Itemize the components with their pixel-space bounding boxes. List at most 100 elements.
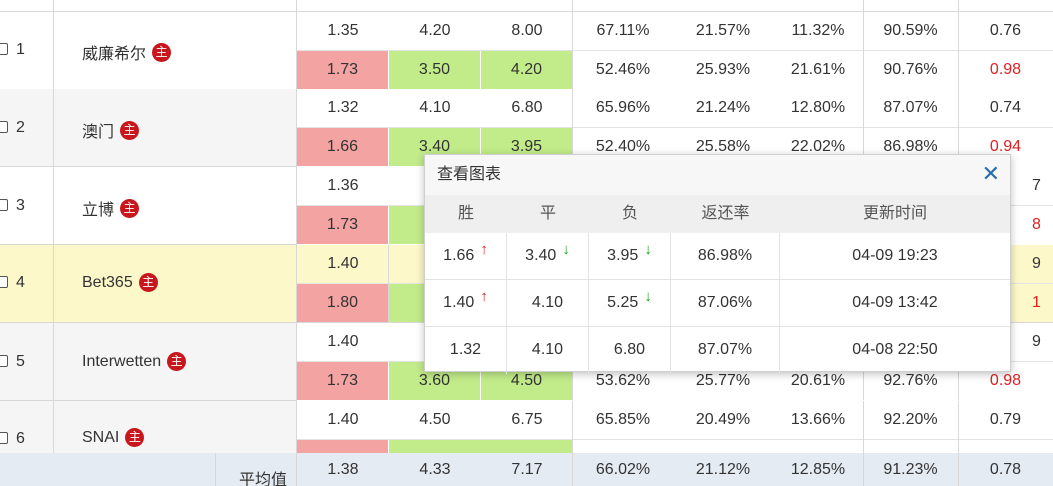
lose-odds: 6.80 [589, 327, 671, 374]
update-time: 04-09 19:23 [852, 247, 938, 264]
live-return: 90.76% [883, 61, 938, 78]
avg-win: 1.38 [327, 461, 359, 478]
open-kelly-partial: 9 [1032, 333, 1041, 350]
live-win: 1.73 [297, 206, 388, 244]
row-checkbox[interactable] [0, 276, 8, 288]
row-number: 3 [16, 197, 25, 214]
return-rate: 87.06% [671, 280, 780, 326]
avg-kelly: 0.78 [989, 461, 1022, 478]
chart-popup: 查看图表 ✕ 胜 平 负 返还率 更新时间 1.66 ↑ 3.40 ↓ 3.95 ↓ … [424, 154, 1011, 374]
live-win: 1.66 [297, 128, 388, 166]
live-draw: 3.50 [389, 51, 480, 89]
open-return: 92.20% [883, 411, 938, 428]
arrow-down-icon: ↓ [644, 241, 652, 258]
table-header: 胜 平 负 返还率 更新时间 [425, 195, 1010, 233]
header-update-time: 更新时间 [862, 205, 927, 222]
row-number: 5 [16, 353, 25, 370]
company-name[interactable]: SNAI 主 [82, 428, 145, 447]
row-checkbox[interactable] [0, 355, 8, 367]
open-win: 1.40 [327, 411, 359, 428]
win-odds: 1.66 [443, 247, 475, 264]
home-badge-icon: 主 [125, 428, 145, 447]
table-row: 1 威廉希尔主 1.35 4.20 8.00 67.11% 21.57% 11.… [0, 12, 1053, 90]
win-odds: 1.40 [443, 294, 475, 311]
live-kelly: 0.94 [989, 138, 1022, 155]
table-row: 1.40 ↑ 4.10 5.25 ↓ 87.06% 04-09 13:42 [425, 280, 1010, 327]
live-kelly: 0.98 [989, 61, 1022, 78]
live-win: 1.73 [297, 51, 388, 89]
avg-lose-rate: 12.85% [790, 461, 846, 478]
row-number: 2 [16, 119, 25, 136]
live-win: 1.73 [297, 362, 388, 400]
avg-win-rate: 66.02% [595, 461, 651, 478]
live-draw [389, 440, 572, 453]
arrow-down-icon: ↓ [562, 241, 570, 258]
row-checkbox[interactable] [0, 121, 8, 133]
open-win: 1.40 [327, 333, 359, 350]
live-win-rate: 53.62% [595, 372, 651, 389]
open-win: 1.32 [327, 99, 359, 116]
table-row: 6 SNAI 主 1.40 4.50 6.75 65.85% 20.49% 13.… [0, 401, 1053, 453]
open-lose-rate: 12.80% [790, 99, 846, 116]
open-win: 1.36 [327, 177, 359, 194]
open-draw: 4.50 [419, 411, 451, 428]
update-time: 04-09 13:42 [852, 294, 938, 311]
open-kelly: 0.74 [989, 99, 1022, 116]
company-name[interactable]: 澳门主 [82, 118, 140, 142]
table-top-strip [0, 0, 1053, 12]
company-name[interactable]: Bet365 主 [82, 273, 158, 292]
arrow-up-icon: ↑ [480, 241, 488, 258]
open-return: 87.07% [883, 99, 938, 116]
avg-return: 91.23% [883, 461, 938, 478]
return-rate: 86.98% [671, 233, 780, 279]
row-checkbox[interactable] [0, 43, 8, 55]
company-name[interactable]: Interwetten 主 [82, 352, 187, 371]
open-draw-rate: 20.49% [695, 411, 751, 428]
open-lose-rate: 11.32% [791, 22, 845, 39]
table-row: 1.32 4.10 6.80 87.07% 04-08 22:50 [425, 327, 1010, 374]
open-kelly-partial: 9 [1032, 255, 1041, 272]
avg-draw: 4.33 [419, 461, 451, 478]
live-lose-rate: 20.61% [790, 372, 846, 389]
company-name[interactable]: 立博主 [82, 196, 140, 220]
live-lose: 4.20 [481, 51, 572, 89]
average-row: 平均值 1.38 4.33 7.17 66.02% 21.12% 12.85% … [0, 453, 1053, 486]
home-badge-icon: 主 [120, 198, 140, 218]
open-lose-rate: 13.66% [790, 411, 846, 428]
lose-odds: 5.25 [607, 294, 639, 311]
draw-odds: 3.40 [525, 247, 557, 264]
live-draw-rate: 25.93% [695, 61, 751, 78]
open-lose: 6.80 [511, 99, 543, 116]
live-lose-rate: 21.61% [790, 61, 846, 78]
row-checkbox[interactable] [0, 199, 8, 211]
header-win: 胜 [457, 205, 474, 222]
popup-title: 查看图表 [437, 166, 502, 183]
open-win: 1.35 [327, 22, 359, 39]
live-draw-rate: 25.77% [695, 372, 751, 389]
live-win: 1.80 [297, 284, 388, 322]
arrow-down-icon: ↓ [644, 288, 652, 305]
home-badge-icon: 主 [152, 42, 172, 62]
close-icon[interactable]: ✕ [981, 161, 1000, 186]
company-name[interactable]: 威廉希尔主 [82, 40, 172, 64]
home-badge-icon: 主 [138, 273, 158, 292]
row-checkbox[interactable] [0, 432, 8, 444]
live-kelly-partial: 1 [1032, 294, 1041, 311]
header-lose: 负 [621, 205, 638, 222]
home-badge-icon: 主 [167, 352, 187, 371]
popup-header: 查看图表 ✕ [425, 155, 1010, 195]
live-draw-rate: 25.58% [695, 138, 751, 155]
live-return: 86.98% [883, 138, 938, 155]
header-return-rate: 返还率 [701, 205, 750, 222]
return-rate: 87.07% [671, 327, 780, 374]
open-win-rate: 67.11% [596, 22, 650, 39]
row-number: 4 [16, 274, 25, 291]
live-win-rate: 52.46% [595, 61, 651, 78]
open-win-rate: 65.96% [595, 99, 651, 116]
row-number: 1 [16, 41, 25, 58]
live-kelly: 0.98 [989, 372, 1022, 389]
live-draw [389, 284, 425, 322]
odds-history-table: 胜 平 负 返还率 更新时间 1.66 ↑ 3.40 ↓ 3.95 ↓ 86.98% … [425, 195, 1010, 374]
open-lose: 8.00 [511, 22, 543, 39]
lose-odds: 3.95 [607, 247, 639, 264]
